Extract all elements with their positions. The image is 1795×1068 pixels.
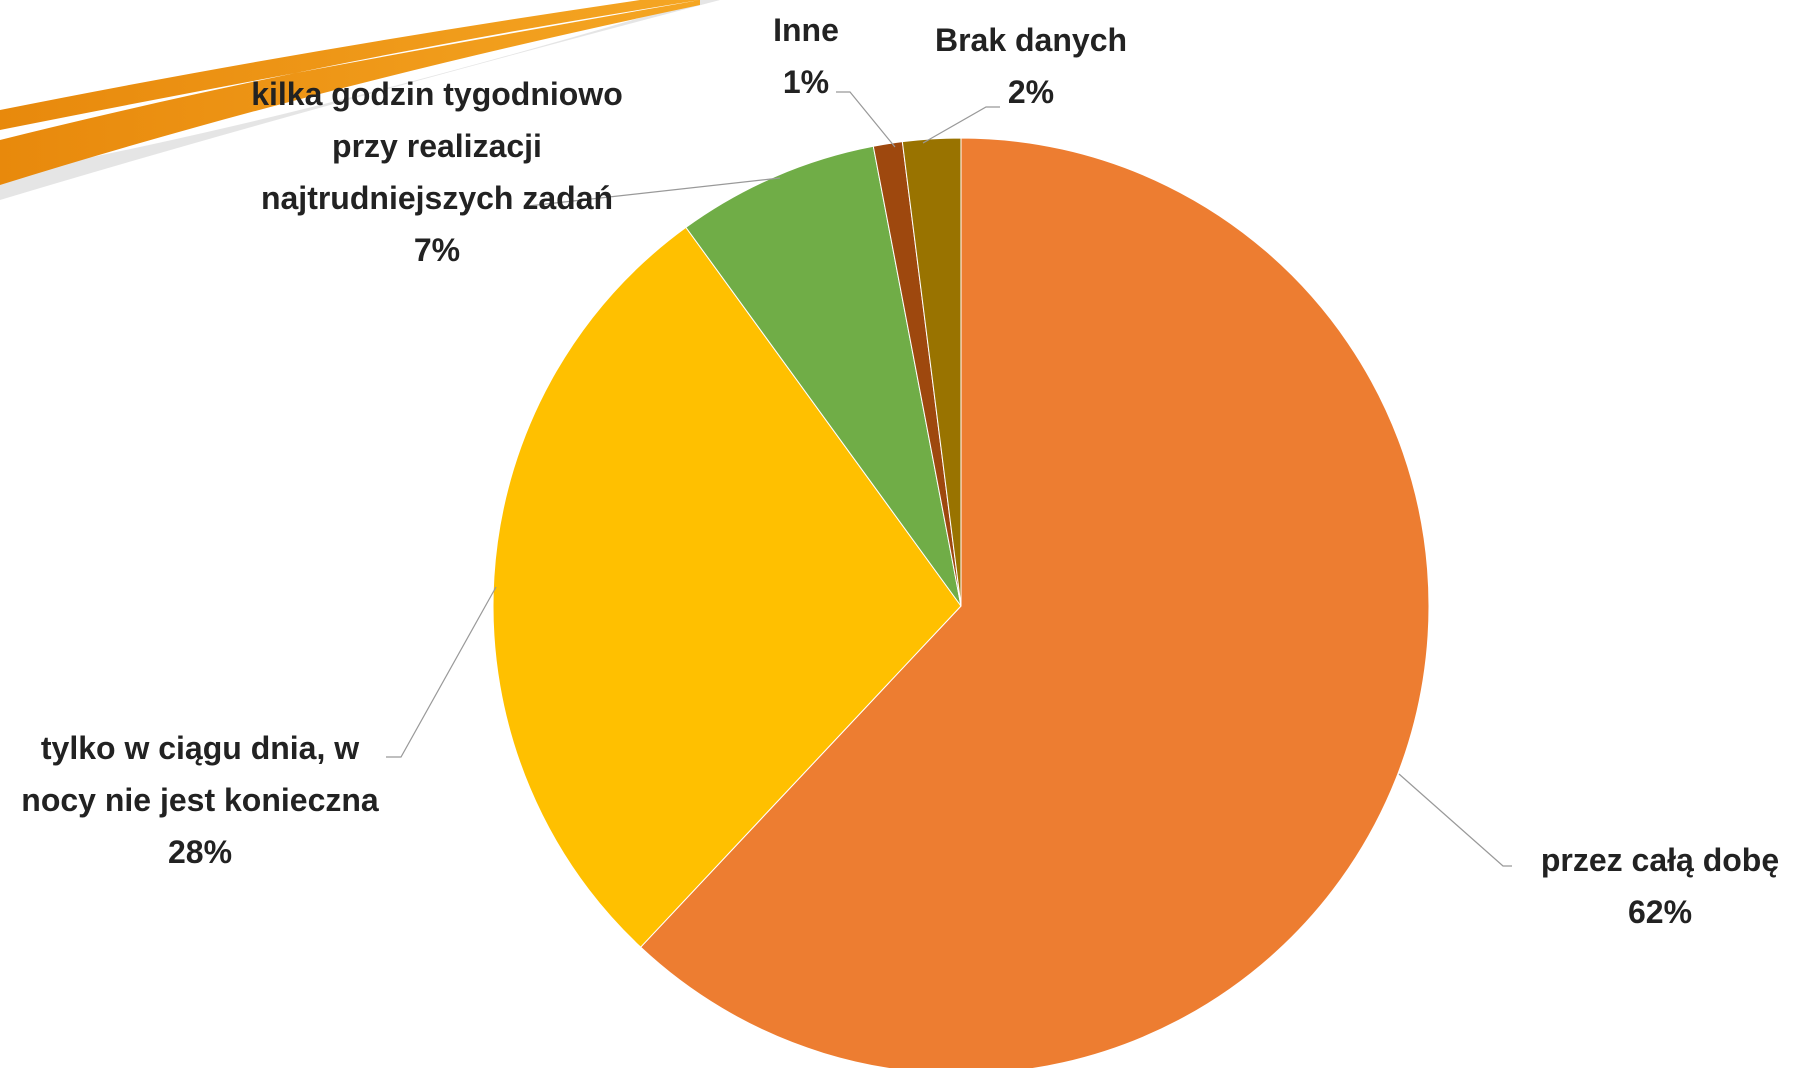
value-label: 62%	[1627, 894, 1693, 930]
category-label: kilka godzin tygodniowo przy realizacji …	[251, 76, 623, 216]
slice-label: przez całą dobę 62%	[1500, 834, 1795, 938]
pie-slice	[492, 226, 962, 948]
leader-line	[836, 91, 896, 148]
category-label: Inne	[773, 12, 839, 48]
leader-line	[922, 106, 1000, 144]
pie-slice	[685, 145, 962, 607]
leader-line	[527, 177, 781, 207]
value-label: 1%	[782, 64, 830, 100]
leader-lines	[386, 91, 1512, 867]
value-label: 2%	[1007, 74, 1055, 110]
slice-label: Brak danych 2%	[901, 14, 1161, 118]
decor-swoosh	[0, 0, 700, 185]
slice-label: Inne 1%	[746, 4, 866, 108]
value-label: 7%	[413, 232, 461, 268]
leader-line	[1398, 773, 1512, 867]
category-label: tylko w ciągu dnia, w nocy nie jest koni…	[21, 730, 379, 818]
leader-line	[386, 586, 497, 758]
pie-slice	[639, 137, 1430, 1068]
slice-label: kilka godzin tygodniowo przy realizacji …	[222, 68, 652, 276]
category-label: przez całą dobę	[1540, 842, 1780, 878]
pie-slice	[901, 137, 962, 607]
category-label: Brak danych	[934, 22, 1128, 58]
value-label: 28%	[167, 834, 233, 870]
pie	[492, 137, 1430, 1068]
slice-label: tylko w ciągu dnia, w nocy nie jest koni…	[0, 722, 400, 878]
